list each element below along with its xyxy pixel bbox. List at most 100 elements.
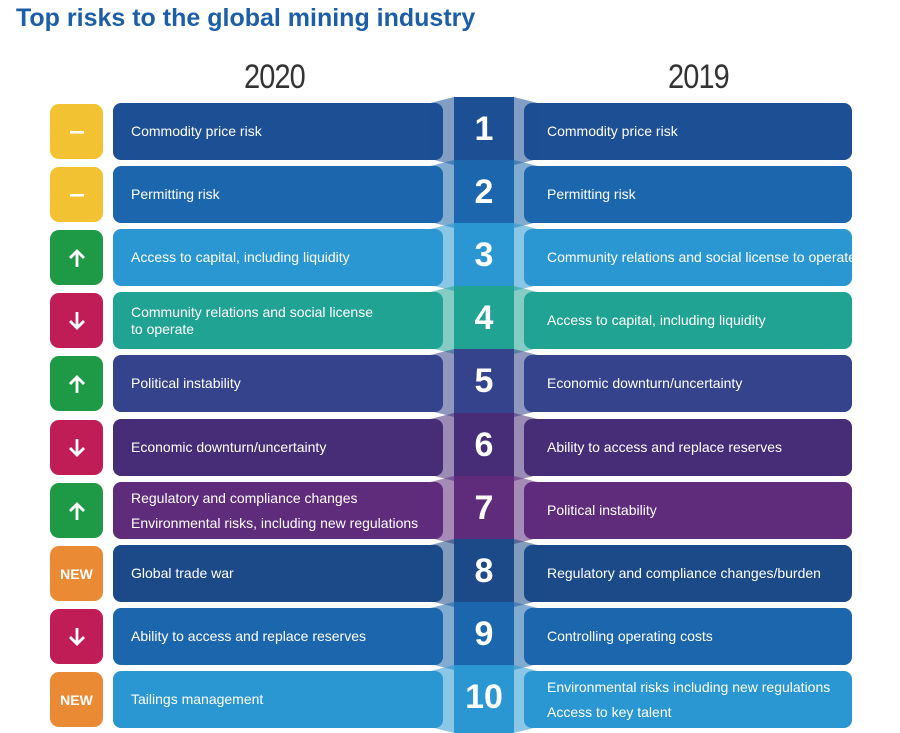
risk-2019-text: Economic downturn/uncertainty [547, 375, 743, 391]
dash-icon [65, 120, 89, 144]
trend-badge: NEW [50, 546, 103, 601]
risk-2020-text: Economic downturn/uncertainty [131, 439, 327, 455]
risk-2019-panel: Regulatory and compliance changes/burden [524, 545, 852, 602]
risk-2020-panel: Political instability [113, 355, 443, 412]
connector-fold-left [430, 413, 454, 481]
arrow-up-icon [65, 372, 89, 396]
risk-2019-panel: Community relations and social license t… [524, 229, 856, 286]
risk-2019-text: Permitting risk [547, 186, 636, 202]
connector-fold-right [514, 349, 538, 417]
rank-number: 6 [474, 426, 494, 464]
connector-fold-right [514, 476, 538, 544]
risk-2020-text: Political instability [131, 375, 241, 391]
connector-fold-right [514, 160, 538, 228]
risk-row: Ability to access and replace reserves Co… [0, 602, 900, 670]
connector-fold-left [430, 223, 454, 291]
connector-center [454, 602, 514, 670]
connector-fold-left [430, 97, 454, 165]
risk-2020-panel: Tailings management [113, 671, 443, 728]
risk-2019-panel: Economic downturn/uncertainty [524, 355, 852, 412]
trend-badge [50, 167, 103, 222]
risk-row: Access to capital, including liquidity Co… [0, 223, 900, 291]
risk-2020-panel: Access to capital, including liquidity [113, 229, 443, 286]
dash-icon [65, 183, 89, 207]
connector-fold-right [514, 602, 538, 670]
risk-2020-panel: Economic downturn/uncertainty [113, 419, 443, 476]
trend-badge: NEW [50, 672, 103, 727]
connector-fold-right [514, 665, 538, 733]
risk-row: Regulatory and compliance changes Environ… [0, 476, 900, 544]
risk-row: NEW Global trade war Regulatory and compli… [0, 539, 900, 607]
connector-fold-right [514, 286, 538, 354]
connector-fold-left [430, 476, 454, 544]
trend-badge [50, 293, 103, 348]
connector-fold-right [514, 413, 538, 481]
risk-2019-text: Access to capital, including liquidity [547, 312, 766, 328]
risk-2019-text: Commodity price risk [547, 123, 678, 139]
risk-2019-panel: Environmental risks including new regula… [524, 671, 852, 728]
risk-2019-panel: Access to capital, including liquidity [524, 292, 852, 349]
connector-center [454, 665, 514, 733]
risk-2019-panel: Ability to access and replace reserves [524, 419, 852, 476]
rank-number: 7 [474, 489, 494, 527]
arrow-up-icon [65, 499, 89, 523]
risk-2020-text: Ability to access and replace reserves [131, 628, 366, 644]
risk-2019-panel: Commodity price risk [524, 103, 852, 160]
risk-2019-text: Ability to access and replace reserves [547, 439, 782, 455]
rank-connector: 5 [430, 349, 538, 417]
trend-badge [50, 230, 103, 285]
risk-2020-panel: Ability to access and replace reserves [113, 608, 443, 665]
connector-fold-left [430, 160, 454, 228]
connector-fold-right [514, 97, 538, 165]
rank-connector: 10 [430, 665, 538, 733]
risk-2020-text: Global trade war [131, 565, 234, 581]
trend-badge [50, 356, 103, 411]
rank-connector: 1 [430, 97, 538, 165]
page-title: Top risks to the global mining industry [16, 4, 476, 32]
risk-2020-text: Community relations and social license t… [131, 303, 373, 337]
connector-fold-left [430, 286, 454, 354]
risk-row: Political instability Economic downturn/u… [0, 349, 900, 417]
connector-center [454, 223, 514, 291]
risk-2020-text: Environmental risks, including new regul… [131, 514, 419, 531]
risk-2020-panel: Regulatory and compliance changes Environ… [113, 482, 443, 539]
risk-2020-text: Commodity price risk [131, 123, 262, 139]
arrow-up-icon [65, 246, 89, 270]
trend-badge [50, 483, 103, 538]
connector-fold-right [514, 223, 538, 291]
trend-badge [50, 420, 103, 475]
arrow-down-icon [65, 436, 89, 460]
risk-2019-text: Environmental risks including new regula… [547, 678, 831, 695]
connector-center [454, 476, 514, 544]
connector-center [454, 413, 514, 481]
rank-connector: 6 [430, 413, 538, 481]
connector-fold-right [514, 539, 538, 607]
rank-number: 5 [474, 362, 494, 400]
rank-connector: 7 [430, 476, 538, 544]
connector-fold-left [430, 665, 454, 733]
risk-2020-text: Access to capital, including liquidity [131, 249, 350, 265]
risk-2019-text: Controlling operating costs [547, 628, 713, 644]
risk-row: Economic downturn/uncertainty Ability to … [0, 413, 900, 481]
connector-center [454, 286, 514, 354]
risk-2020-text: Tailings management [131, 691, 264, 707]
rank-connector: 2 [430, 160, 538, 228]
risk-2020-panel: Community relations and social license t… [113, 292, 443, 349]
connector-center [454, 160, 514, 228]
risk-2019-text: Community relations and social license t… [547, 249, 856, 265]
connector-center [454, 349, 514, 417]
risk-row: NEW Tailings management Environmental risk… [0, 665, 900, 733]
year-2020-heading: 2020 [244, 58, 306, 96]
arrow-down-icon [65, 309, 89, 333]
trend-badge [50, 104, 103, 159]
rank-connector: 3 [430, 223, 538, 291]
connector-fold-left [430, 602, 454, 670]
connector-center [454, 539, 514, 607]
rank-connector: 9 [430, 602, 538, 670]
rank-number: 3 [474, 236, 494, 274]
trend-badge [50, 609, 103, 664]
risk-2020-panel: Commodity price risk [113, 103, 443, 160]
risk-2019-panel: Political instability [524, 482, 852, 539]
rank-number: 9 [474, 615, 494, 653]
